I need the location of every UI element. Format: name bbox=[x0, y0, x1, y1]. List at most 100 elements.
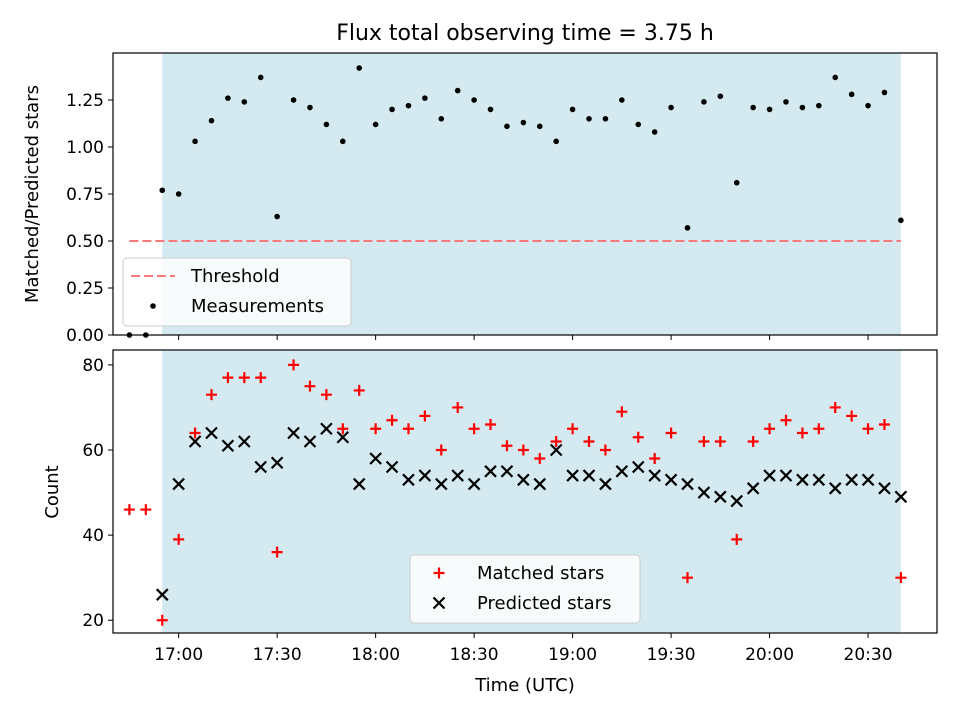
top-panel-points bbox=[126, 65, 904, 338]
bottom-y-axis-label: Count bbox=[42, 465, 63, 518]
data-point bbox=[337, 423, 349, 435]
data-point bbox=[766, 106, 773, 113]
legend-label: Predicted stars bbox=[477, 593, 611, 614]
data-point bbox=[898, 217, 904, 224]
data-point bbox=[304, 380, 316, 392]
data-point bbox=[533, 477, 547, 491]
x-tick-label: 18:30 bbox=[450, 645, 499, 665]
data-point bbox=[192, 138, 198, 145]
data-point bbox=[549, 443, 563, 457]
data-point bbox=[303, 435, 317, 448]
top-panel-y-ticks: 0.00 0.25 0.50 0.75 1.00 1.25 bbox=[66, 91, 113, 346]
data-point bbox=[536, 123, 543, 130]
data-point bbox=[356, 65, 363, 71]
data-point bbox=[832, 74, 839, 81]
data-point bbox=[764, 423, 776, 435]
legend-matched-swatch bbox=[433, 567, 445, 579]
legend-box bbox=[409, 554, 641, 624]
x-tick-label: 17:30 bbox=[253, 645, 302, 665]
y-tick-label: 0.75 bbox=[66, 185, 104, 205]
data-point bbox=[156, 614, 168, 626]
legend-measurements-swatch bbox=[150, 303, 156, 309]
data-point bbox=[619, 97, 625, 103]
data-point bbox=[189, 427, 201, 439]
bottom-panel-y-ticks: 20 40 60 80 bbox=[82, 356, 113, 631]
top-y-axis-label: Matched/Predicted stars bbox=[22, 85, 43, 303]
top-panel-frame bbox=[112, 52, 938, 336]
data-point bbox=[649, 453, 661, 465]
data-point bbox=[586, 116, 592, 122]
data-point bbox=[878, 482, 891, 495]
data-point bbox=[534, 453, 546, 465]
data-point bbox=[582, 469, 596, 482]
data-point bbox=[352, 477, 366, 491]
data-point bbox=[241, 99, 248, 105]
top-panel: 0.00 0.25 0.50 0.75 1.00 1.25 Matched/Predict… bbox=[22, 52, 938, 346]
data-point bbox=[435, 477, 448, 491]
data-point bbox=[274, 213, 280, 220]
data-point bbox=[566, 469, 579, 482]
data-point bbox=[468, 423, 480, 435]
data-point bbox=[188, 435, 202, 448]
data-point bbox=[602, 116, 609, 122]
legend-label: Matched stars bbox=[477, 563, 604, 584]
data-point bbox=[225, 95, 231, 101]
x-tick-label: 20:00 bbox=[745, 645, 794, 665]
data-point bbox=[320, 422, 333, 436]
x-tick-label: 19:30 bbox=[647, 645, 696, 665]
data-point bbox=[569, 106, 576, 113]
top-legend: Threshold Measurements bbox=[122, 257, 352, 327]
data-point bbox=[714, 490, 727, 504]
data-point bbox=[402, 423, 414, 435]
data-point bbox=[140, 504, 152, 516]
data-point bbox=[438, 116, 445, 122]
data-point bbox=[730, 494, 744, 508]
data-point bbox=[796, 427, 808, 439]
data-point bbox=[848, 91, 855, 98]
data-point bbox=[517, 444, 529, 456]
data-point bbox=[320, 389, 332, 401]
data-point bbox=[651, 129, 658, 135]
data-point bbox=[750, 104, 756, 111]
data-point bbox=[881, 89, 888, 96]
y-tick-label: 80 bbox=[82, 356, 104, 376]
data-point bbox=[172, 477, 185, 491]
legend-predicted-swatch bbox=[432, 596, 446, 610]
y-tick-label: 60 bbox=[82, 441, 104, 461]
data-point bbox=[435, 444, 447, 456]
y-tick-label: 20 bbox=[82, 611, 104, 631]
data-point bbox=[372, 121, 379, 128]
data-point bbox=[340, 138, 346, 145]
data-point bbox=[471, 97, 477, 103]
data-point bbox=[632, 431, 644, 443]
bottom-panel-x-ticks: 17:00 17:30 18:00 18:30 19:00 19:30 20:00 20:30 bbox=[154, 633, 893, 665]
data-point bbox=[419, 410, 431, 422]
data-point bbox=[783, 99, 789, 105]
data-point bbox=[763, 469, 776, 482]
data-point bbox=[567, 423, 579, 435]
data-point bbox=[816, 102, 822, 109]
series-measurements bbox=[126, 65, 904, 338]
data-point bbox=[517, 473, 530, 487]
data-point bbox=[698, 435, 710, 447]
data-point bbox=[828, 482, 842, 495]
y-tick-label: 0.25 bbox=[66, 279, 104, 299]
data-point bbox=[553, 138, 559, 145]
data-point bbox=[270, 456, 284, 470]
data-point bbox=[747, 435, 759, 447]
data-point bbox=[500, 465, 514, 478]
legend-box bbox=[122, 257, 352, 327]
data-point bbox=[255, 372, 267, 384]
data-point bbox=[599, 477, 612, 491]
data-point bbox=[323, 121, 330, 128]
data-point bbox=[878, 418, 890, 430]
data-point bbox=[307, 104, 313, 111]
data-point bbox=[405, 102, 412, 109]
data-point bbox=[386, 414, 398, 426]
data-point bbox=[288, 359, 300, 371]
data-point bbox=[484, 465, 497, 478]
series-predicted-stars bbox=[155, 422, 908, 601]
data-point bbox=[520, 119, 527, 126]
bottom-panel: 20 40 60 80 17:00 17:30 18:00 18:30 19:00 19:30 2… bbox=[42, 349, 938, 696]
data-point bbox=[865, 102, 871, 109]
